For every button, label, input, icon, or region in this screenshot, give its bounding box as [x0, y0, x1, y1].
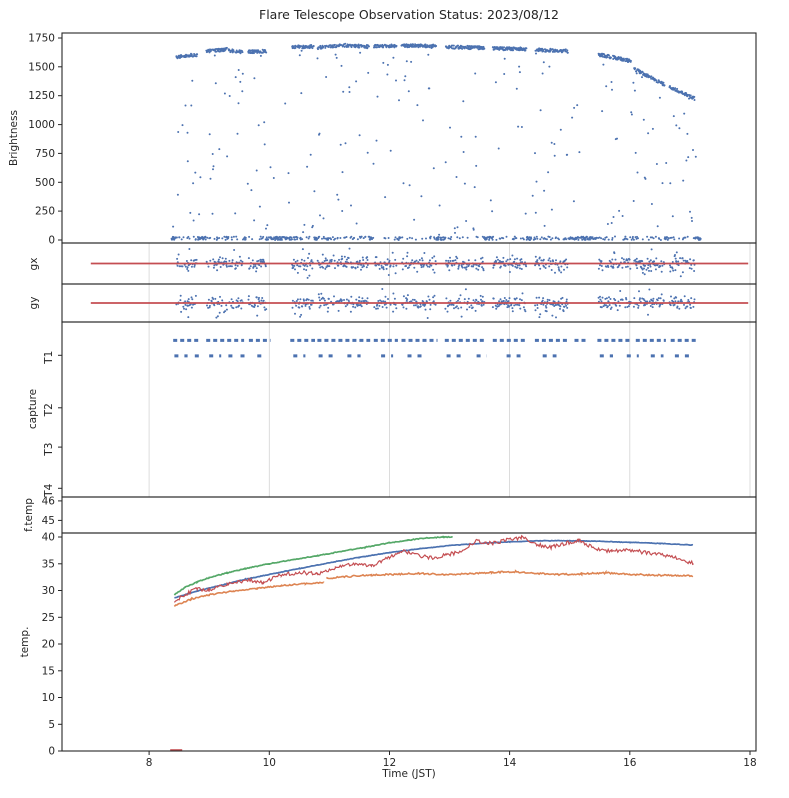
ylabel-temp: temp. [19, 626, 31, 658]
temp-series-orange-b [325, 569, 694, 580]
svg-text:T2: T2 [43, 403, 55, 417]
svg-text:250: 250 [35, 206, 55, 218]
ylabel-brightness: Brightness [8, 110, 20, 166]
temp-series-blue [174, 539, 694, 599]
temp-series-red [173, 534, 694, 603]
svg-text:45: 45 [42, 515, 55, 527]
svg-text:1500: 1500 [28, 61, 55, 73]
temp-series-green [173, 535, 453, 596]
svg-text:0: 0 [48, 746, 55, 758]
svg-text:30: 30 [42, 585, 55, 597]
svg-text:14: 14 [503, 757, 517, 769]
svg-text:16: 16 [623, 757, 637, 769]
ylabel-ftemp: f.temp [23, 498, 35, 532]
svg-text:35: 35 [42, 558, 55, 570]
svg-text:10: 10 [263, 757, 276, 769]
svg-text:5: 5 [48, 719, 55, 731]
svg-text:10: 10 [42, 692, 55, 704]
svg-text:0: 0 [48, 234, 55, 246]
ylabel-gx: gx [28, 257, 40, 271]
chart-title: Flare Telescope Observation Status: 2023… [259, 7, 559, 22]
svg-text:1000: 1000 [28, 119, 55, 131]
svg-text:8: 8 [146, 757, 153, 769]
svg-text:46: 46 [42, 495, 56, 507]
svg-text:15: 15 [42, 665, 55, 677]
svg-text:1250: 1250 [28, 90, 55, 102]
brightness-scatter [170, 42, 702, 241]
xlabel-time: Time (JST) [382, 768, 436, 780]
svg-text:18: 18 [743, 757, 756, 769]
svg-text:12: 12 [383, 757, 396, 769]
svg-text:T1: T1 [43, 351, 55, 365]
svg-text:T3: T3 [43, 443, 55, 457]
temp-series-orange-a [173, 581, 325, 607]
svg-text:20: 20 [42, 639, 55, 651]
svg-text:500: 500 [35, 177, 55, 189]
svg-text:750: 750 [35, 148, 55, 160]
svg-text:1750: 1750 [28, 32, 55, 44]
svg-text:T4: T4 [43, 483, 55, 497]
svg-text:40: 40 [42, 532, 55, 544]
ylabel-gy: gy [28, 296, 40, 310]
svg-text:25: 25 [42, 612, 55, 624]
ylabel-capture: capture [27, 388, 39, 430]
